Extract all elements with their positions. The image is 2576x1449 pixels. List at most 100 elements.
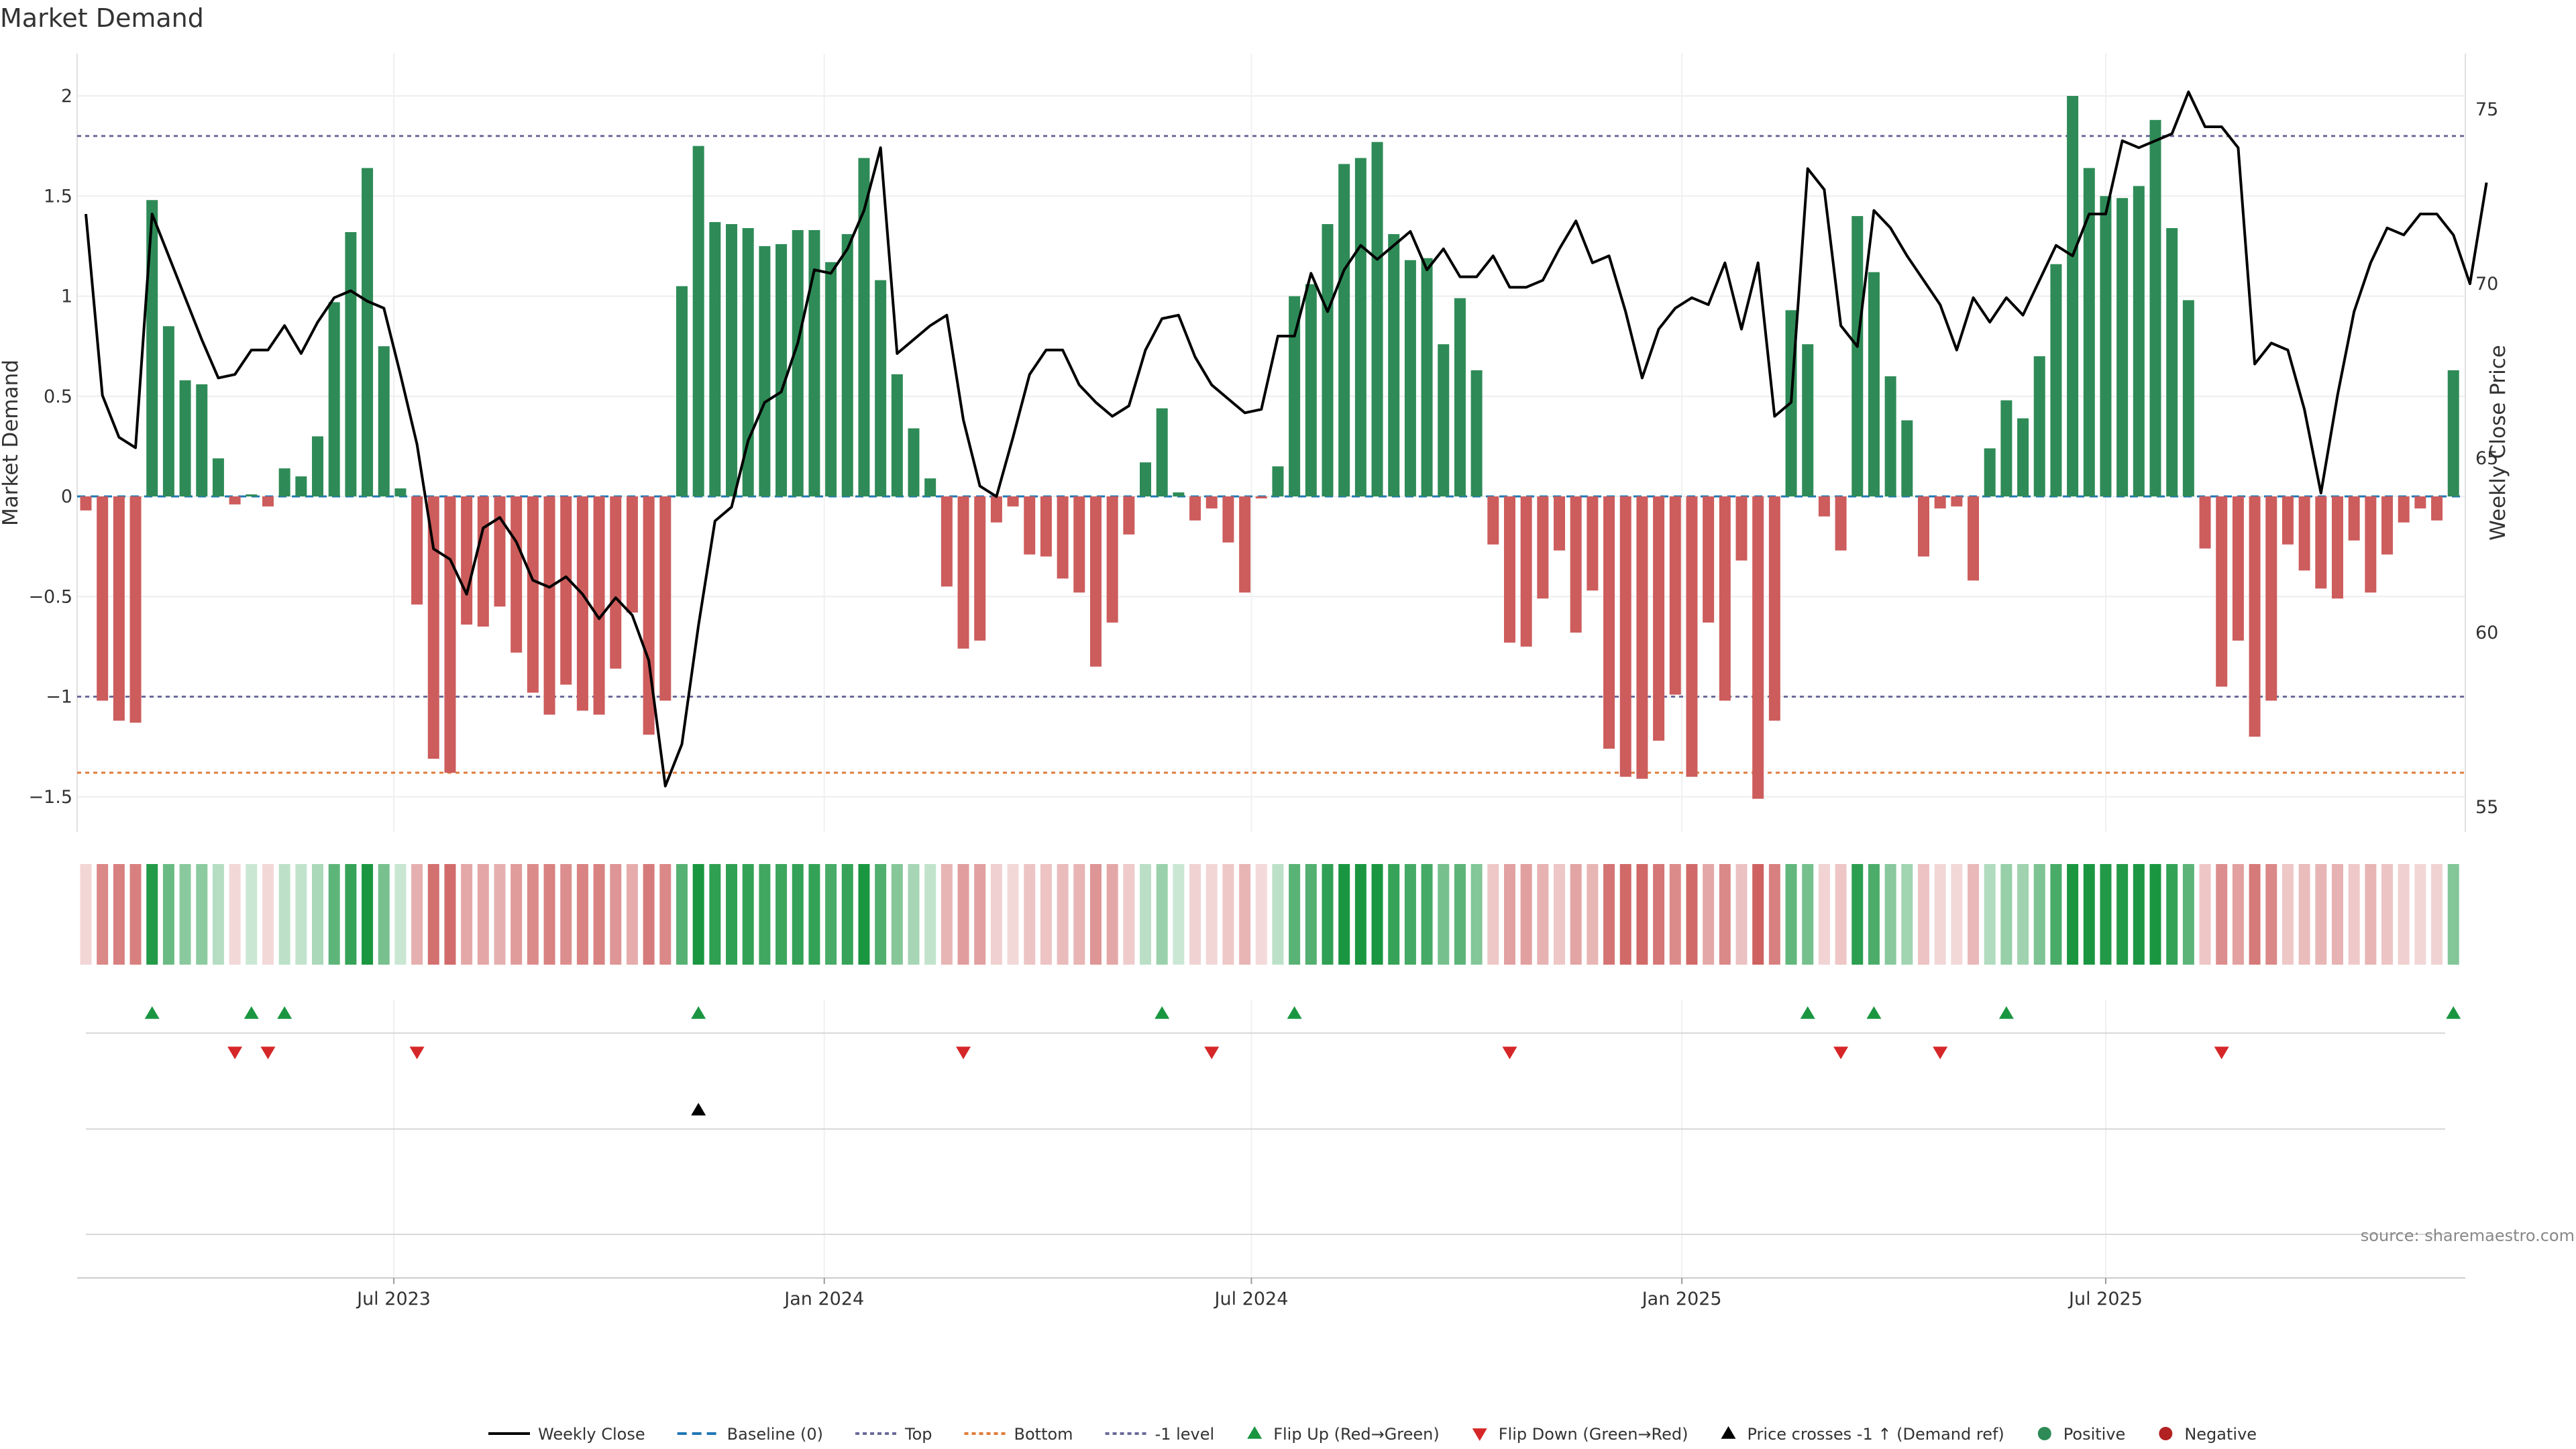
heat-cell [1040, 864, 1052, 965]
y-tick-label: −1 [46, 687, 72, 708]
x-tick-label: Jul 2025 [2068, 1289, 2143, 1309]
demand-bar [610, 496, 622, 669]
heat-cell [775, 864, 788, 965]
demand-bar [1587, 496, 1599, 591]
flip-down-marker [1502, 1046, 1517, 1059]
heat-cell [378, 864, 390, 965]
demand-bar [1570, 496, 1582, 633]
demand-bar [444, 496, 456, 773]
x-tick-label: Jan 2024 [783, 1289, 864, 1309]
heat-cell [444, 864, 456, 965]
heat-cell [2116, 864, 2129, 965]
heat-cell [1868, 864, 1880, 965]
y-tick-label: 0.5 [44, 386, 72, 407]
heat-cell [97, 864, 109, 965]
demand-bar [1503, 496, 1515, 643]
heat-cell [1835, 864, 1847, 965]
flip-down-marker [2214, 1046, 2229, 1059]
y-axis-label: Market Demand [0, 360, 23, 526]
chart-title: Market Demand [0, 3, 204, 33]
legend-swatch-negative [2159, 1427, 2173, 1440]
legend-swatch-flipdown [1472, 1428, 1487, 1441]
demand-bar [1239, 496, 1251, 593]
demand-bar [1951, 496, 1963, 506]
heat-cell [1106, 864, 1118, 965]
heat-cell [593, 864, 605, 965]
demand-bar [1636, 496, 1648, 779]
legend-swatch-cross [1721, 1426, 1736, 1439]
heat-cell [1089, 864, 1102, 965]
legend: Weekly Close Baseline (0) Top Bottom -1 leve… [488, 1425, 2257, 1444]
heat-cell [841, 864, 853, 965]
demand-bar [1024, 496, 1036, 555]
demand-bar [1653, 496, 1665, 741]
demand-bar [345, 231, 357, 496]
heat-cell [229, 864, 241, 965]
heat-cell [1968, 864, 1980, 965]
y2-tick-label: 60 [2475, 623, 2498, 643]
demand-bar [362, 168, 374, 496]
heat-cell [427, 864, 439, 965]
demand-bar [875, 280, 887, 496]
heat-cell [1173, 864, 1185, 965]
flip-up-marker [1866, 1006, 1882, 1019]
demand-bar [1205, 496, 1218, 508]
y-tick-label: 2 [61, 86, 72, 107]
legend-label-close: Weekly Close [538, 1425, 645, 1444]
heat-cell [411, 864, 423, 965]
heat-cell [345, 864, 357, 965]
heat-cell [212, 864, 224, 965]
heat-cell [246, 864, 258, 965]
heat-cell [1603, 864, 1615, 965]
heat-cell [742, 864, 754, 965]
demand-bar [891, 374, 903, 496]
heat-cell [511, 864, 523, 965]
demand-bar [742, 228, 754, 496]
demand-bar [295, 476, 307, 496]
heat-cell [676, 864, 688, 965]
heat-cell [941, 864, 953, 965]
demand-bar [427, 496, 439, 759]
demand-bar [1338, 164, 1350, 497]
demand-bar [560, 496, 572, 685]
flip-down-marker [227, 1046, 243, 1059]
flip-up-marker [1800, 1006, 1815, 1019]
demand-bar [179, 380, 191, 496]
x-tick-label: Jul 2023 [356, 1289, 431, 1309]
heat-cell [1669, 864, 1681, 965]
heat-cell [113, 864, 125, 965]
demand-bar [312, 436, 324, 496]
demand-bar [593, 496, 605, 715]
heat-cell [1884, 864, 1896, 965]
demand-bar [1388, 233, 1400, 496]
heat-cell [2414, 864, 2426, 965]
demand-bar [461, 496, 473, 625]
heat-cell [1239, 864, 1251, 965]
flip-down-marker [260, 1046, 276, 1059]
flip-up-marker [1287, 1006, 1302, 1019]
heat-cell [2381, 864, 2394, 965]
demand-bar [792, 229, 804, 496]
demand-bar [1354, 158, 1366, 496]
y-tick-label: 0 [61, 486, 72, 507]
demand-bar [328, 302, 340, 496]
demand-bar [825, 262, 837, 496]
demand-bar [80, 496, 92, 511]
heat-cell [1901, 864, 1913, 965]
flip-down-marker [1933, 1046, 1948, 1059]
heat-cell [759, 864, 771, 965]
demand-bar [1272, 466, 1284, 496]
demand-bar [2199, 496, 2211, 549]
legend-label-flipdown: Flip Down (Green→Red) [1499, 1425, 1688, 1444]
demand-bar [2398, 496, 2410, 523]
heat-cell [1818, 864, 1830, 965]
heat-cell [709, 864, 721, 965]
demand-bar [1040, 496, 1052, 557]
demand-bar [1438, 344, 1450, 496]
demand-bar [1835, 496, 1847, 551]
demand-bar [262, 496, 274, 506]
price-cross-marker [691, 1103, 706, 1116]
heat-cell [2348, 864, 2360, 965]
heat-cell [825, 864, 837, 965]
